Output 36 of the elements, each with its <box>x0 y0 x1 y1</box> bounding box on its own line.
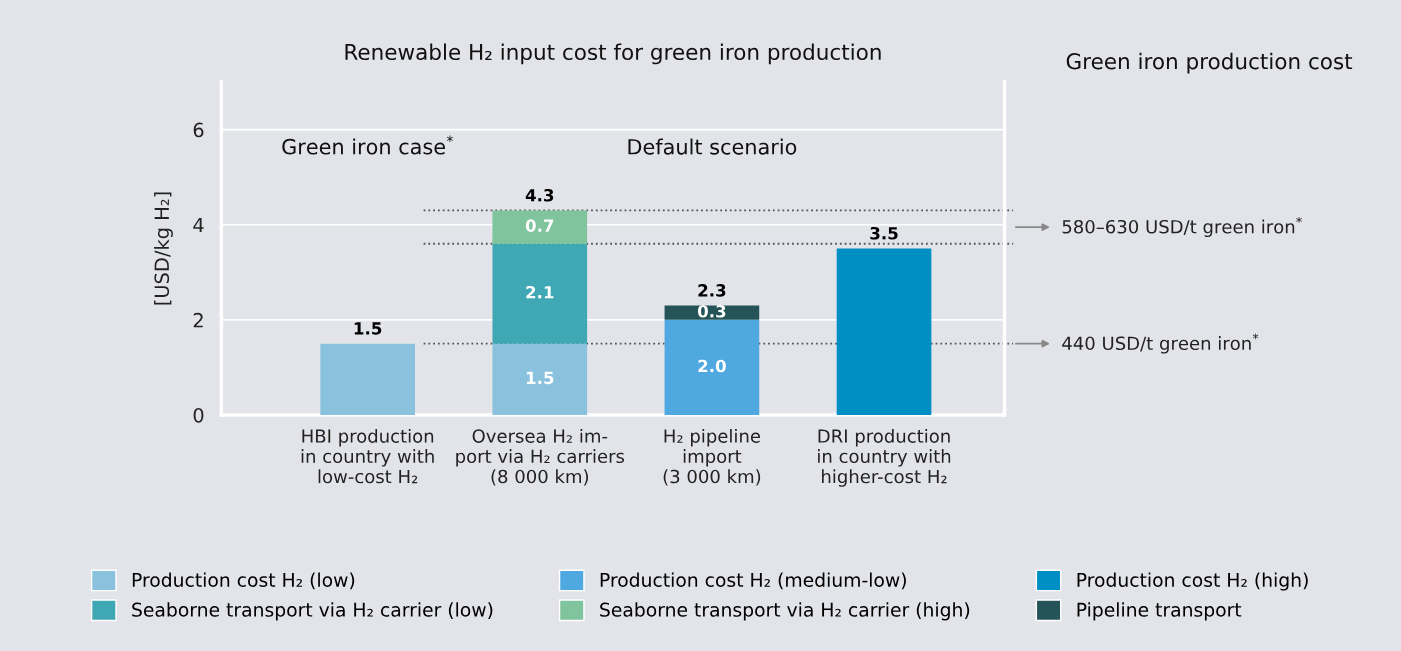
y-tick-label: 0 <box>193 407 204 423</box>
y-tick-label: 2 <box>193 312 203 328</box>
legend-label: Production cost H₂ (high) <box>1077 572 1308 591</box>
annotation: Default scenario <box>628 138 797 155</box>
bar <box>320 343 415 416</box>
data-label: 2.1 <box>526 285 554 299</box>
data-label: 2.0 <box>698 359 726 373</box>
y-tick-label: 4 <box>193 217 204 233</box>
legend-label: Production cost H₂ (low) <box>132 572 355 590</box>
data-label: 0.3 <box>697 304 726 318</box>
annotation: Green iron case$^{*}$ <box>282 135 454 155</box>
y-axis-title: [USD/kg H₂] <box>154 192 173 305</box>
x-tick-label: DRI production in country with higher-cost H₂ <box>818 428 951 487</box>
total-label: 2.3 <box>698 284 726 297</box>
legend-label: Seaborne transport via H₂ carrier (high) <box>600 602 970 621</box>
ref-line-label: 580–630 USD/t green iron$^{*}$ <box>1062 217 1302 238</box>
bar <box>492 343 588 416</box>
legend-label: Pipeline transport <box>1077 602 1242 621</box>
total-label: 1.5 <box>354 322 382 335</box>
bar <box>836 248 932 416</box>
x-tick-label: H₂ pipeline import (3 000 km) <box>663 428 761 486</box>
legend-label: Seaborne transport via H₂ carrier (low) <box>132 602 493 621</box>
bar <box>664 319 760 416</box>
data-label: 1.5 <box>526 371 554 385</box>
total-label: 3.5 <box>870 226 898 240</box>
chart-title: Renewable H₂ input cost for green iron production <box>345 43 881 65</box>
data-label: 0.7 <box>525 219 554 232</box>
y-tick-label: 6 <box>193 122 204 138</box>
x-tick-label: Oversea H₂ im- port via H₂ carriers (8 000 km) <box>456 428 625 486</box>
text: Green iron production cost <box>1066 52 1353 74</box>
ref-line-label: 440 USD/t green iron$^{*}$ <box>1062 333 1259 354</box>
bar <box>492 210 588 244</box>
legend-label: Production cost H₂ (medium-low) <box>600 572 906 590</box>
total-label: 4.3 <box>525 188 554 202</box>
bar <box>492 243 588 344</box>
x-tick-label: HBI production in country with low-cost H₂ <box>301 428 434 484</box>
